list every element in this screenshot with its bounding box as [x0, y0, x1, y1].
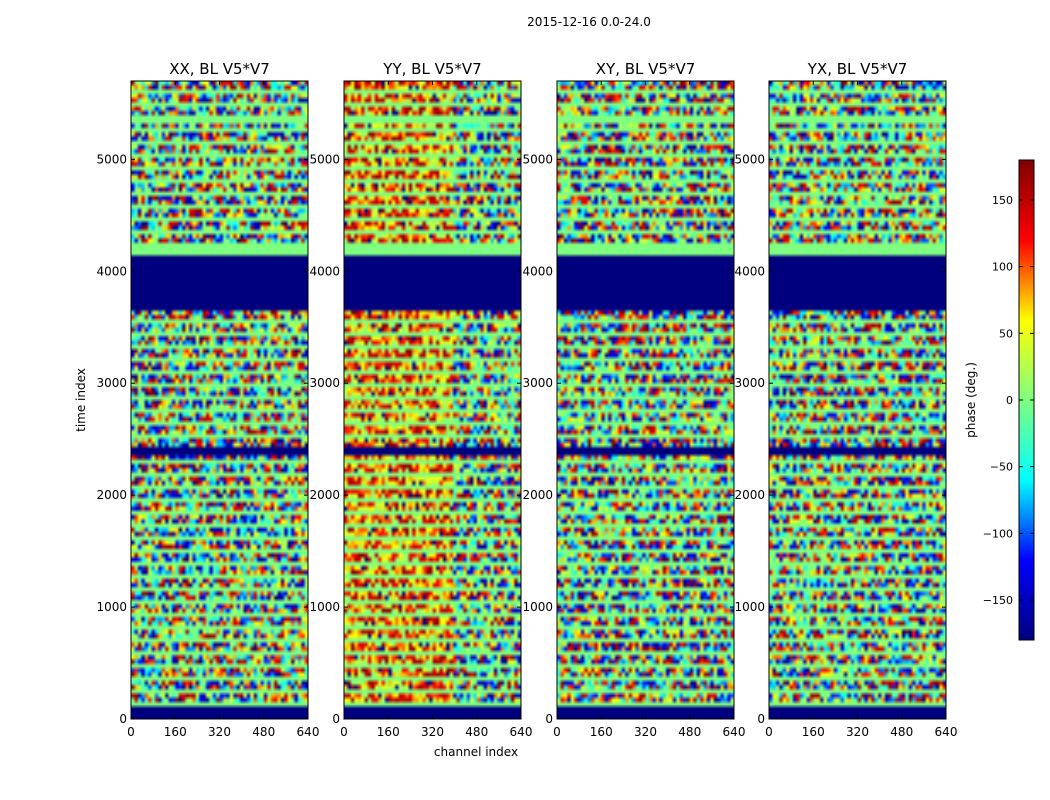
- x-tick-label: 160: [802, 725, 825, 739]
- x-tick-label: 640: [935, 725, 958, 739]
- y-tick-label: 4000: [96, 264, 127, 278]
- y-tick-label: 0: [332, 712, 340, 726]
- panel-title: XX, BL V5*V7: [169, 60, 270, 78]
- y-tick-label: 3000: [309, 376, 340, 390]
- panel-2: XY, BL V5*V7 0 160 320 480 640 0 1000 2000 3000 40…: [522, 60, 745, 739]
- panel-heatmap: [344, 81, 521, 719]
- y-tick-label: 4000: [522, 264, 553, 278]
- x-tick-label: 0: [553, 725, 561, 739]
- y-axis-label: time index: [74, 368, 88, 432]
- y-tick-label: 2000: [522, 488, 553, 502]
- y-tick-label: 4000: [309, 264, 340, 278]
- x-tick-label: 0: [340, 725, 348, 739]
- x-tick-label: 480: [465, 725, 488, 739]
- colorbar: 150 100 50 0 −50 −100 −150: [983, 159, 1035, 641]
- x-tick-label: 160: [377, 725, 400, 739]
- y-tick-label: 0: [545, 712, 553, 726]
- x-tick-label: 320: [846, 725, 869, 739]
- colorbar-tick-label: 150: [992, 194, 1013, 207]
- panel-title: YY, BL V5*V7: [382, 60, 481, 78]
- y-tick-label: 3000: [96, 376, 127, 390]
- panel-heatmap: [769, 81, 946, 719]
- colorbar-tick-label: −100: [983, 527, 1013, 540]
- x-tick-label: 0: [127, 725, 135, 739]
- colorbar-gradient: [1019, 160, 1034, 640]
- x-tick-label: 320: [208, 725, 231, 739]
- x-tick-label: 480: [890, 725, 913, 739]
- colorbar-tick-label: 0: [1006, 394, 1013, 407]
- x-tick-label: 0: [765, 725, 773, 739]
- panel-0: XX, BL V5*V7 0 160 320 480 640 0 1000 2000 3000 40…: [96, 60, 319, 739]
- x-axis-label: channel index: [434, 745, 518, 759]
- y-tick-label: 5000: [522, 152, 553, 166]
- colorbar-tick-label: 50: [999, 327, 1013, 340]
- x-tick-label: 160: [164, 725, 187, 739]
- y-tick-label: 2000: [96, 488, 127, 502]
- panel-3: YX, BL V5*V7 0 160 320 480 640 0 1000 2000 3000 40…: [734, 60, 957, 739]
- panel-title: XY, BL V5*V7: [596, 60, 696, 78]
- y-tick-label: 3000: [734, 376, 765, 390]
- panel-heatmap: [557, 81, 734, 719]
- figure-suptitle: 2015-12-16 0.0-24.0: [527, 15, 651, 29]
- y-tick-label: 5000: [96, 152, 127, 166]
- x-tick-label: 640: [297, 725, 320, 739]
- panel-heatmap: [131, 81, 308, 719]
- panels: XX, BL V5*V7 0 160 320 480 640 0 1000 2000 3000 40…: [96, 60, 957, 739]
- panel-title: YX, BL V5*V7: [807, 60, 908, 78]
- x-tick-label: 640: [723, 725, 746, 739]
- y-tick-label: 1000: [522, 600, 553, 614]
- y-tick-label: 5000: [309, 152, 340, 166]
- colorbar-tick-label: −50: [990, 461, 1013, 474]
- y-tick-label: 0: [119, 712, 127, 726]
- y-tick-label: 4000: [734, 264, 765, 278]
- x-tick-label: 320: [634, 725, 657, 739]
- y-tick-label: 1000: [96, 600, 127, 614]
- x-tick-label: 640: [510, 725, 533, 739]
- y-tick-label: 2000: [309, 488, 340, 502]
- y-tick-label: 1000: [309, 600, 340, 614]
- panel-1: YY, BL V5*V7 0 160 320 480 640 0 1000 2000 3000 40…: [309, 60, 532, 739]
- y-tick-label: 1000: [734, 600, 765, 614]
- y-tick-label: 3000: [522, 376, 553, 390]
- colorbar-tick-label: 100: [992, 261, 1013, 274]
- y-tick-label: 0: [757, 712, 765, 726]
- y-tick-label: 5000: [734, 152, 765, 166]
- colorbar-tick-label: −150: [983, 594, 1013, 607]
- x-tick-label: 320: [421, 725, 444, 739]
- x-tick-label: 480: [252, 725, 275, 739]
- y-tick-label: 2000: [734, 488, 765, 502]
- x-tick-label: 480: [678, 725, 701, 739]
- colorbar-label: phase (deg.): [964, 362, 978, 438]
- x-tick-label: 160: [590, 725, 613, 739]
